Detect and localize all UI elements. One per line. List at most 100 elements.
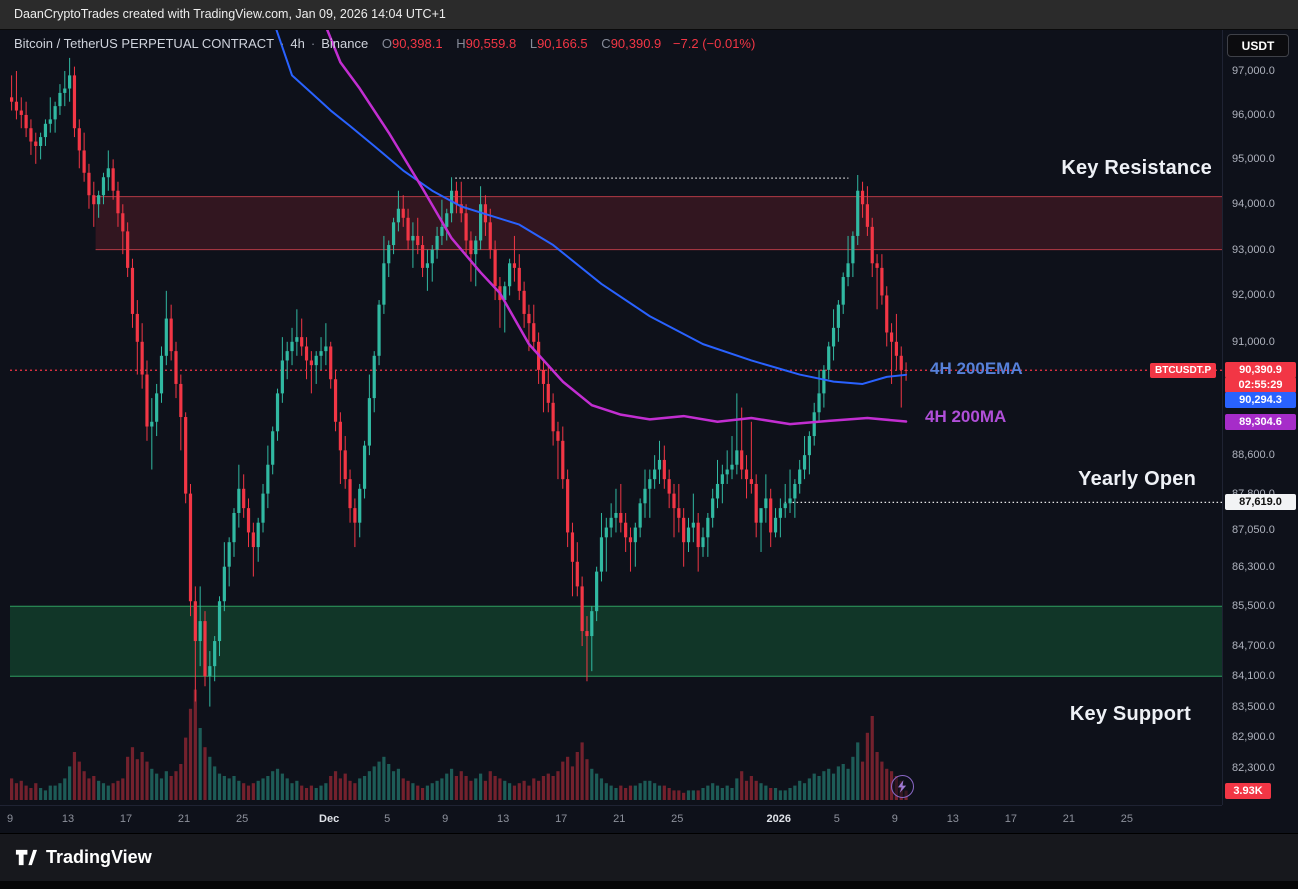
ma-200-label[interactable]: 4H 200MA (925, 407, 1007, 426)
price-axis[interactable]: USDT 97,000.0 96,000.0 95,000.0 94,000.0 93,… (1222, 30, 1298, 805)
ma-200-line[interactable] (321, 30, 908, 426)
currency-toggle-button[interactable]: USDT (1227, 34, 1289, 57)
volume-bar (58, 783, 62, 800)
volume-bar (449, 768, 454, 800)
volume-bar (377, 761, 381, 800)
candle (213, 636, 217, 682)
exchange-name[interactable]: Binance (321, 36, 369, 51)
time-axis-label: 25 (1120, 813, 1133, 825)
time-axis-label: 9 (6, 813, 14, 825)
volume-bar (880, 761, 884, 800)
candle (43, 119, 48, 146)
volume-bar (106, 785, 110, 800)
volume-bar (846, 768, 850, 800)
countdown-badge: 02:55:29 (1225, 377, 1296, 394)
candle (701, 527, 705, 557)
candle (251, 522, 255, 577)
time-axis[interactable]: 9 13 17 21 25 Dec 5 9 13 17 21 25 2026 5 9 13 17 21 25 (0, 805, 1222, 834)
candle (92, 181, 96, 227)
support-zone[interactable] (10, 605, 1222, 677)
candle (590, 606, 594, 672)
candle (643, 469, 647, 518)
candle (561, 426, 565, 489)
volume-bar (174, 771, 178, 800)
tradingview-logo[interactable]: TradingView (14, 846, 152, 869)
candle (764, 474, 768, 523)
volume-bar (145, 761, 149, 800)
volume-bar (657, 785, 662, 800)
volume-bar (329, 776, 333, 800)
volume-bar (140, 752, 144, 800)
candle (353, 498, 357, 548)
time-axis-label: 13 (61, 813, 75, 825)
candle (430, 245, 434, 282)
volume-bar (353, 783, 357, 800)
candle (77, 119, 81, 169)
volume-bar (251, 783, 255, 800)
volume-bar (227, 778, 231, 800)
volume-bar (295, 780, 299, 800)
volume-bar (169, 776, 173, 800)
candle (827, 341, 831, 380)
candle (464, 204, 468, 255)
volume-bar (546, 773, 550, 800)
price-chart[interactable] (0, 30, 1222, 805)
candle (420, 235, 425, 278)
interval-value[interactable]: 4h (290, 36, 305, 51)
volume-bar (773, 788, 778, 800)
close-label: C (601, 36, 611, 51)
volume-bar (488, 771, 492, 800)
volume-bar (503, 780, 507, 800)
candle (488, 208, 492, 259)
candle (382, 235, 386, 314)
candle (788, 469, 792, 513)
candle (188, 483, 193, 617)
volume-bar (667, 788, 671, 800)
price-axis-label: 93,000.0 (1232, 243, 1275, 256)
volume-bar (517, 783, 521, 800)
volume-bar (566, 756, 570, 800)
candle (401, 195, 405, 227)
volume-bar (416, 785, 420, 800)
candle (686, 517, 691, 552)
candle (648, 469, 652, 518)
symbol-title[interactable]: Bitcoin / TetherUS PERPETUAL CONTRACT (14, 36, 275, 51)
chart-area[interactable]: Bitcoin / TetherUS PERPETUAL CONTRACT · 4h… (0, 30, 1222, 805)
volume-bar (29, 788, 33, 800)
volume-bar (725, 785, 729, 800)
ema-200-line[interactable] (273, 30, 908, 385)
candle (730, 436, 734, 480)
volume-bar (275, 768, 280, 800)
candle (387, 240, 391, 278)
quick-trade-bolt-icon[interactable] (891, 775, 914, 798)
volume-bar (604, 783, 608, 800)
volume-bar (527, 785, 531, 800)
volume-bar (469, 780, 473, 800)
time-axis-label: 2026 (766, 813, 791, 825)
candle (29, 119, 33, 155)
key-support-label[interactable]: Key Support (1069, 703, 1191, 725)
volume-bar (870, 716, 874, 800)
volume-bar (387, 764, 391, 800)
footer-bar: TradingView (0, 833, 1298, 881)
candle (778, 498, 782, 538)
candle (261, 483, 265, 533)
volume-bar (391, 771, 396, 800)
resistance-zone[interactable] (95, 196, 1222, 251)
candle (802, 436, 807, 480)
volume-bar (807, 778, 811, 800)
candle (169, 304, 173, 361)
yearly-open-label[interactable]: Yearly Open (1078, 468, 1196, 490)
time-axis-label: 17 (119, 813, 133, 825)
price-axis-label: 83,500.0 (1232, 700, 1275, 713)
volume-bar (430, 783, 434, 800)
candle (628, 527, 633, 572)
ema-200-label[interactable]: 4H 200EMA (930, 359, 1023, 378)
volume-bar (672, 790, 676, 800)
candle (58, 84, 62, 115)
candle (769, 488, 773, 548)
volume-bar (686, 790, 691, 800)
candle (566, 469, 570, 548)
key-resistance-label[interactable]: Key Resistance (1061, 157, 1212, 179)
candle (425, 249, 430, 291)
